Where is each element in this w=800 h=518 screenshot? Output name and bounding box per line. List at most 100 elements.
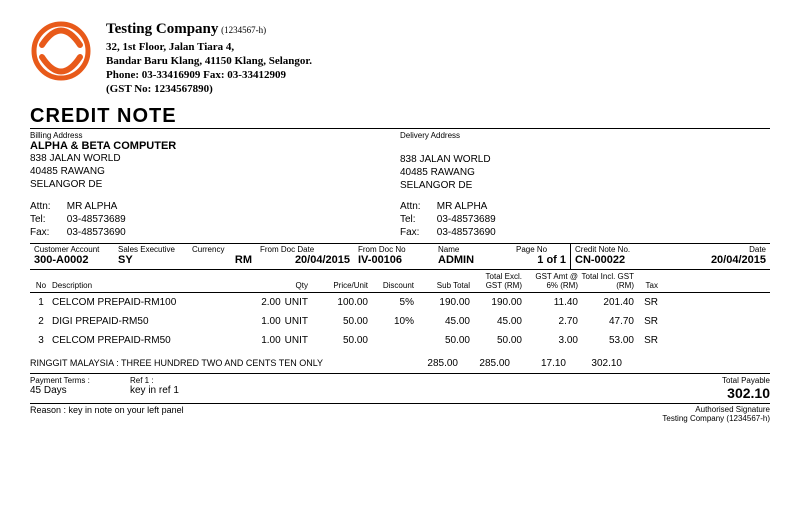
billing-address: Billing Address ALPHA & BETA COMPUTER 83… <box>30 131 400 192</box>
ref-lbl: Ref 1 : <box>130 376 179 385</box>
cell-tax: SR <box>634 316 658 327</box>
col-pu: Price/Unit <box>308 281 368 290</box>
fax-lbl: Fax: <box>30 226 64 239</box>
col-desc: Description <box>52 281 222 290</box>
delivery-label: Delivery Address <box>400 131 770 140</box>
billing-l1: 838 JALAN WORLD <box>30 152 400 165</box>
table-header: No Description Qty Price/Unit Discount S… <box>30 270 770 293</box>
se-lbl: Sales Executive <box>118 245 184 254</box>
cell-pu: 50.00 <box>308 335 368 346</box>
delivery-l2: 40485 RAWANG <box>400 166 770 179</box>
page-lbl: Page No <box>516 245 566 254</box>
billing-name: ALPHA & BETA COMPUTER <box>30 140 400 152</box>
cell-tincl: 201.40 <box>578 297 634 308</box>
total-tincl: 302.10 <box>566 358 622 369</box>
cell-texcl: 45.00 <box>470 316 522 327</box>
se-val: SY <box>118 254 184 266</box>
col-tax: Tax <box>634 281 658 290</box>
company-logo <box>30 20 92 82</box>
cell-pu: 100.00 <box>308 297 368 308</box>
billing-attn: MR ALPHA <box>67 201 118 212</box>
attn-block: Attn: MR ALPHA Tel: 03-48573689 Fax: 03-… <box>30 200 770 239</box>
fax-lbl: Fax: <box>400 226 434 239</box>
delivery-tel: 03-48573689 <box>437 214 496 225</box>
total-texcl: 285.00 <box>458 358 510 369</box>
cell-sub: 50.00 <box>414 335 470 346</box>
company-info: Testing Company (1234567-h) 32, 1st Floo… <box>106 20 312 97</box>
cell-qty: 1.00UNIT <box>222 316 308 327</box>
delivery-fax: 03-48573690 <box>437 227 496 238</box>
amount-in-words: RINGGIT MALAYSIA : THREE HUNDRED TWO AND… <box>30 358 402 369</box>
cell-disc: 5% <box>368 297 414 308</box>
date-lbl: Date <box>661 245 766 254</box>
name-lbl: Name <box>438 245 508 254</box>
fdd-lbl: From Doc Date <box>260 245 350 254</box>
delivery-address: Delivery Address 838 JALAN WORLD 40485 R… <box>400 131 770 192</box>
cell-tincl: 53.00 <box>578 335 634 346</box>
cell-gstamt: 2.70 <box>522 316 578 327</box>
cell-qty: 2.00UNIT <box>222 297 308 308</box>
delivery-attn: MR ALPHA <box>437 201 488 212</box>
footer-row2: Reason : key in note on your left panel … <box>30 403 770 423</box>
name-val: ADMIN <box>438 254 508 266</box>
table-row: 3CELCOM PREPAID-RM501.00UNIT50.0050.0050… <box>30 331 770 350</box>
cust-val: 300-A0002 <box>34 254 110 266</box>
company-gst: (GST No: 1234567890) <box>106 82 312 96</box>
meta-row: Customer Account 300-A0002 Sales Executi… <box>30 243 770 270</box>
col-gstamt: GST Amt @ 6% (RM) <box>522 272 578 290</box>
billing-contact: Attn: MR ALPHA Tel: 03-48573689 Fax: 03-… <box>30 200 400 239</box>
tel-lbl: Tel: <box>30 213 64 226</box>
cell-desc: DIGI PREPAID-RM50 <box>52 316 222 327</box>
attn-lbl: Attn: <box>400 200 434 213</box>
table-row: 1CELCOM PREPAID-RM1002.00UNIT100.005%190… <box>30 293 770 312</box>
col-texcl: Total Excl. GST (RM) <box>470 272 522 290</box>
total-gstamt: 17.10 <box>510 358 566 369</box>
cell-no: 1 <box>30 297 52 308</box>
document-title: CREDIT NOTE <box>30 105 770 128</box>
company-addr2: Bandar Baru Klang, 41150 Klang, Selangor… <box>106 54 312 68</box>
company-phone-fax: Phone: 03-33416909 Fax: 03-33412909 <box>106 68 312 82</box>
tp-val: 302.10 <box>722 385 770 401</box>
cell-tax: SR <box>634 335 658 346</box>
col-tincl: Total Incl. GST (RM) <box>578 272 634 290</box>
date-val: 20/04/2015 <box>661 254 766 266</box>
cur-val: RM <box>192 254 252 266</box>
cell-gstamt: 3.00 <box>522 335 578 346</box>
billing-tel: 03-48573689 <box>67 214 126 225</box>
pt-lbl: Payment Terms : <box>30 376 130 385</box>
ref-val: key in ref 1 <box>130 385 179 396</box>
cnn-lbl: Credit Note No. <box>575 245 653 254</box>
page-val: 1 of 1 <box>516 254 566 266</box>
divider <box>30 128 770 129</box>
billing-l2: 40485 RAWANG <box>30 165 400 178</box>
table-row: 2DIGI PREPAID-RM501.00UNIT50.0010%45.004… <box>30 312 770 331</box>
company-addr1: 32, 1st Floor, Jalan Tiara 4, <box>106 40 312 54</box>
cell-desc: CELCOM PREPAID-RM50 <box>52 335 222 346</box>
col-qty: Qty <box>222 281 308 290</box>
col-no: No <box>30 281 52 290</box>
tel-lbl: Tel: <box>400 213 434 226</box>
cell-texcl: 190.00 <box>470 297 522 308</box>
sig-name: Testing Company (1234567-h) <box>662 414 770 423</box>
cell-tax: SR <box>634 297 658 308</box>
divider <box>30 373 770 374</box>
reason-val: key in note on your left panel <box>69 405 184 415</box>
delivery-l3: SELANGOR DE <box>400 179 770 192</box>
cell-no: 3 <box>30 335 52 346</box>
company-reg: (1234567-h) <box>221 25 266 35</box>
cell-sub: 190.00 <box>414 297 470 308</box>
cnn-val: CN-00022 <box>575 254 653 266</box>
total-sub: 285.00 <box>402 358 458 369</box>
cell-pu: 50.00 <box>308 316 368 327</box>
cell-tincl: 47.70 <box>578 316 634 327</box>
delivery-contact: Attn: MR ALPHA Tel: 03-48573689 Fax: 03-… <box>400 200 770 239</box>
cell-gstamt: 11.40 <box>522 297 578 308</box>
document-header: Testing Company (1234567-h) 32, 1st Floo… <box>30 20 770 97</box>
cell-sub: 45.00 <box>414 316 470 327</box>
cur-lbl: Currency <box>192 245 252 254</box>
col-disc: Discount <box>368 281 414 290</box>
totals-row: RINGGIT MALAYSIA : THREE HUNDRED TWO AND… <box>30 350 770 369</box>
sig-lbl: Authorised Signature <box>662 405 770 414</box>
reason-lbl: Reason : <box>30 405 66 415</box>
cell-no: 2 <box>30 316 52 327</box>
